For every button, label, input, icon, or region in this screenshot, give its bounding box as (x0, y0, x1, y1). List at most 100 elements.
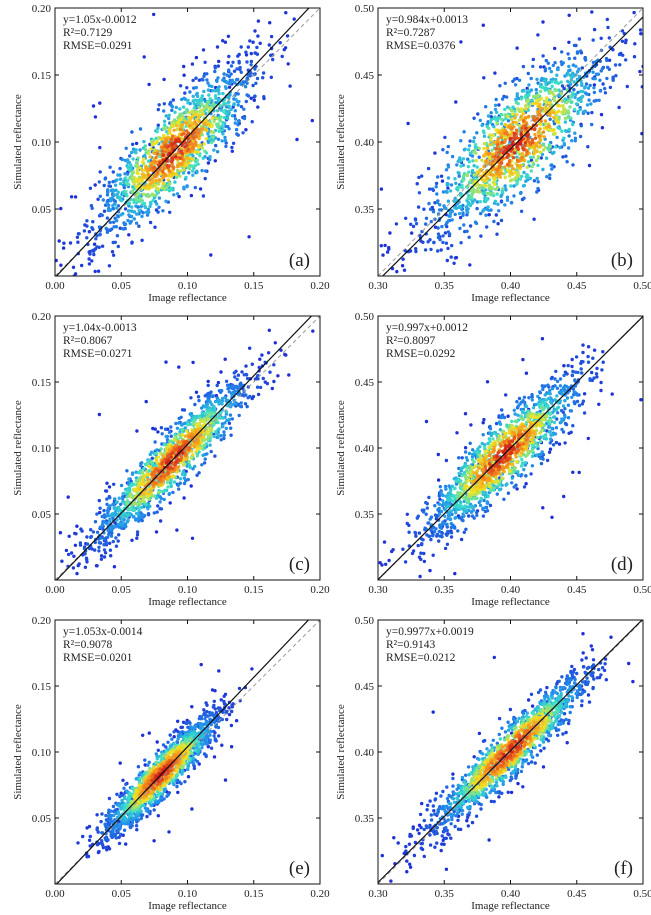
data-point (520, 174, 524, 179)
data-point (117, 508, 121, 512)
data-point (482, 142, 487, 146)
data-point (458, 204, 462, 209)
data-point (444, 206, 448, 211)
data-point (222, 433, 226, 437)
data-point (580, 81, 584, 86)
data-point (548, 173, 552, 177)
data-point (520, 89, 525, 93)
data-point (509, 109, 514, 113)
data-point (525, 133, 529, 138)
data-point (135, 533, 140, 537)
data-point (489, 186, 494, 190)
data-point (491, 191, 495, 196)
data-point (535, 190, 539, 194)
data-point (458, 215, 463, 220)
x-tick-label: 0.15 (244, 584, 264, 596)
data-point (509, 201, 514, 205)
data-point (215, 150, 220, 154)
data-point (181, 105, 186, 109)
data-point (191, 173, 195, 177)
data-point (177, 194, 181, 199)
data-point (586, 360, 591, 364)
data-point (511, 105, 515, 109)
panel-label: (a) (289, 250, 310, 271)
data-point (112, 482, 116, 486)
data-point (216, 137, 221, 141)
data-point (459, 40, 463, 44)
data-point (163, 123, 167, 127)
data-point (206, 105, 210, 110)
data-point (143, 154, 147, 158)
data-point (195, 94, 200, 99)
data-point (548, 176, 552, 181)
data-point (578, 107, 583, 112)
data-point (160, 186, 164, 190)
data-point (176, 483, 181, 487)
data-point (203, 107, 207, 111)
data-point (189, 484, 193, 488)
data-point (474, 221, 479, 226)
data-point (494, 187, 499, 191)
rmse-label: RMSE=0.0271 (63, 348, 133, 360)
data-point (142, 55, 146, 59)
data-point (152, 12, 156, 17)
data-point (197, 78, 202, 82)
data-point (161, 181, 165, 185)
data-point (287, 373, 291, 377)
data-point (226, 34, 231, 38)
data-point (523, 143, 527, 148)
data-point (556, 104, 560, 108)
data-point (202, 89, 206, 94)
data-point (504, 393, 508, 397)
data-point (541, 506, 545, 510)
data-point (171, 165, 175, 169)
data-point (164, 126, 168, 130)
data-point (160, 489, 165, 494)
data-point (87, 257, 91, 261)
data-point (89, 534, 94, 539)
data-point (440, 224, 444, 229)
data-point (211, 394, 215, 398)
data-point (597, 98, 601, 103)
data-point (514, 120, 518, 125)
data-point (496, 222, 500, 226)
data-point (169, 482, 173, 487)
data-point (140, 518, 144, 523)
data-point (560, 50, 564, 54)
data-point (456, 529, 460, 533)
data-point (578, 134, 583, 139)
data-point (461, 211, 465, 215)
data-point (233, 117, 238, 121)
data-point (154, 155, 158, 160)
data-point (453, 177, 457, 181)
data-point (230, 78, 235, 83)
data-point (383, 243, 387, 248)
data-point (177, 487, 181, 491)
data-point (232, 103, 236, 107)
data-point (586, 111, 590, 115)
data-point (562, 107, 566, 111)
data-point (130, 241, 134, 245)
data-point (460, 183, 464, 187)
data-point (413, 217, 418, 221)
data-point (611, 75, 615, 79)
data-point (223, 135, 227, 140)
data-point (108, 504, 112, 508)
data-point (563, 97, 567, 101)
data-point (530, 138, 535, 142)
data-point (559, 80, 563, 84)
data-point (536, 163, 540, 168)
data-point (509, 117, 513, 122)
data-point (512, 194, 516, 198)
data-point (590, 110, 594, 115)
data-point (521, 146, 525, 150)
data-point (137, 498, 141, 502)
data-point (407, 530, 411, 534)
data-point (183, 97, 187, 102)
data-point (471, 159, 475, 163)
data-point (140, 513, 144, 517)
data-point (446, 219, 451, 223)
data-point (193, 185, 197, 190)
data-point (168, 210, 172, 214)
data-point (206, 88, 211, 92)
